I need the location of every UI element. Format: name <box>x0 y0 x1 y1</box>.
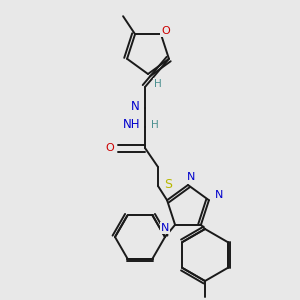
Text: O: O <box>106 143 114 153</box>
Text: NH: NH <box>123 118 141 131</box>
Text: N: N <box>215 190 223 200</box>
Text: N: N <box>161 223 169 233</box>
Text: H: H <box>154 79 162 89</box>
Text: N: N <box>187 172 195 182</box>
Text: H: H <box>151 120 159 130</box>
Text: N: N <box>130 100 140 112</box>
Text: S: S <box>164 178 172 190</box>
Text: O: O <box>162 26 170 36</box>
